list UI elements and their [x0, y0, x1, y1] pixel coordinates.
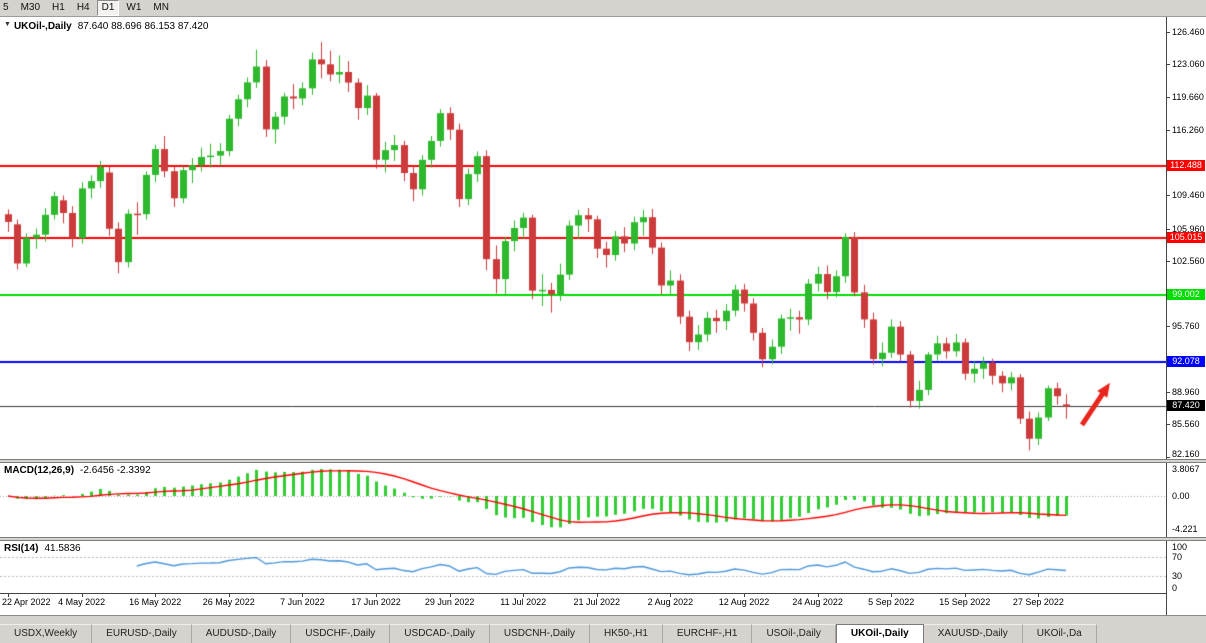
macd-values: -2.6456 -2.3392	[80, 465, 151, 476]
chart-tab-usdchf-daily[interactable]: USDCHF-,Daily	[291, 624, 391, 643]
time-axis[interactable]	[0, 593, 1206, 615]
chart-tab-xauusd-daily[interactable]: XAUUSD-,Daily	[923, 624, 1023, 643]
price-chart-canvas[interactable]	[0, 17, 1166, 459]
price-axis[interactable]	[1166, 17, 1206, 615]
chart-tab-usdcad-daily[interactable]: USDCAD-,Daily	[390, 624, 490, 643]
timeframe-button-h4[interactable]: H4	[76, 2, 90, 13]
timeframe-button-m30[interactable]: M30	[20, 2, 41, 13]
macd-header: MACD(12,26,9) -2.6456 -2.3392	[4, 465, 151, 476]
macd-label: MACD(12,26,9)	[4, 465, 75, 476]
chart-ohlc-values: 87.640 88.696 86.153 87.420	[77, 21, 209, 32]
chart-tab-audusd-daily[interactable]: AUDUSD-,Daily	[191, 624, 292, 643]
chart-tab-usoil-daily[interactable]: USOil-,Daily	[752, 624, 836, 643]
timeframe-button-h1[interactable]: H1	[52, 2, 65, 13]
chart-tab-ukoil-daily[interactable]: UKOil-,Daily	[835, 624, 924, 643]
timeframe-button-d1[interactable]: D1	[96, 0, 120, 16]
timeframe-button-5[interactable]: 5	[3, 2, 9, 13]
rsi-indicator-canvas[interactable]	[0, 541, 1166, 592]
chart-tab-usdx-weekly[interactable]: USDX,Weekly	[0, 624, 93, 643]
rsi-value: 41.5836	[44, 543, 81, 554]
timeframe-button-w1[interactable]: W1	[126, 2, 142, 13]
chart-tab-usdcnh-daily[interactable]: USDCNH-,Daily	[489, 624, 590, 643]
chart-symbol-period: UKOil-,Daily	[13, 21, 72, 32]
macd-indicator-canvas[interactable]	[0, 463, 1166, 537]
panel-splitter-rsi[interactable]	[0, 537, 1206, 541]
chart-tab-ukoil-da[interactable]: UKOil-,Da	[1022, 624, 1097, 643]
rsi-label: RSI(14)	[4, 543, 39, 554]
chart-menu-icon[interactable]: ▼	[4, 21, 11, 28]
timeframe-button-mn[interactable]: MN	[153, 2, 169, 13]
chart-title: ▼ UKOil-,Daily 87.640 88.696 86.153 87.420	[4, 21, 208, 32]
chart-tab-bar: USDX,Weekly EURUSD-,Daily AUDUSD-,Daily USD…	[0, 615, 1206, 643]
panel-splitter-macd[interactable]	[0, 459, 1206, 463]
chart-tab-hk50-h1[interactable]: HK50-,H1	[589, 624, 663, 643]
timeframe-toolbar: 5 M30 H1 H4 D1 W1 MN	[0, 0, 1206, 17]
chart-tab-eurchf-h1[interactable]: EURCHF-,H1	[662, 624, 753, 643]
rsi-header: RSI(14) 41.5836	[4, 543, 81, 554]
chart-tab-eurusd-daily[interactable]: EURUSD-,Daily	[92, 624, 192, 643]
